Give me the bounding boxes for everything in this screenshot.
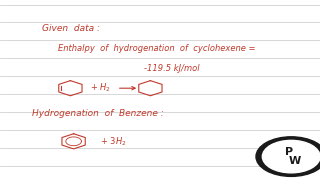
Text: Enthalpy  of  hydrogenation  of  cyclohexene =: Enthalpy of hydrogenation of cyclohexene…	[58, 44, 255, 53]
Text: -119.5 kJ/mol: -119.5 kJ/mol	[144, 64, 200, 73]
Text: + $\it{3H_2}$: + $\it{3H_2}$	[100, 135, 127, 148]
Text: P: P	[284, 147, 293, 157]
Text: Given  data :: Given data :	[42, 24, 100, 33]
Text: Hydrogenation  of  Benzene :: Hydrogenation of Benzene :	[32, 109, 164, 118]
Text: + $\it{H_2}$: + $\it{H_2}$	[90, 82, 111, 94]
Text: W: W	[289, 156, 301, 166]
Circle shape	[262, 140, 320, 173]
Circle shape	[256, 137, 320, 176]
